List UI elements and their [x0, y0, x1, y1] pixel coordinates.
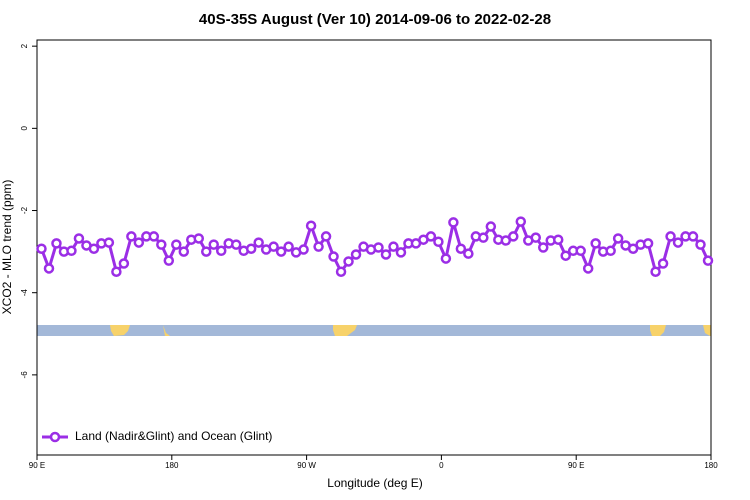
data-point: [500, 235, 512, 246]
data-point: [575, 245, 586, 257]
data-point: [245, 243, 257, 254]
data-point: [335, 266, 347, 277]
y-axis-label: XCO2 - MLO trend (ppm): [0, 180, 14, 315]
data-point: [193, 233, 205, 244]
data-point: [508, 231, 519, 242]
data-point: [657, 258, 669, 269]
y-tick-label: -6: [20, 371, 29, 379]
data-point: [51, 238, 62, 249]
data-point: [463, 248, 474, 259]
data-point: [103, 237, 115, 248]
x-tick-label: 180: [165, 461, 179, 470]
data-point: [448, 217, 459, 228]
data-point: [298, 244, 309, 255]
data-point: [156, 239, 167, 250]
data-point: [530, 232, 542, 243]
data-point: [118, 258, 130, 269]
data-point: [133, 237, 145, 248]
data-point: [66, 245, 77, 257]
data-point: [178, 246, 190, 257]
data-point: [515, 216, 527, 227]
data-point: [650, 266, 661, 277]
data-point: [425, 231, 437, 242]
data-point: [126, 231, 137, 242]
y-tick-label: -2: [20, 206, 29, 214]
x-tick-label: 90 E: [568, 461, 584, 470]
data-point: [605, 245, 616, 257]
data-point: [88, 243, 100, 254]
data-point: [665, 231, 676, 242]
data-point: [695, 239, 706, 250]
land-ocean-strip: [37, 325, 711, 336]
data-point: [672, 237, 684, 248]
data-point: [612, 233, 624, 244]
data-point: [702, 255, 714, 266]
legend-label: Land (Nadir&Glint) and Ocean (Glint): [75, 429, 272, 443]
data-point: [388, 241, 399, 252]
data-point: [590, 238, 601, 249]
data-point: [582, 263, 594, 274]
data-point: [200, 246, 212, 257]
data-point: [560, 250, 571, 261]
data-point: [253, 237, 264, 248]
x-tick-label: 90 W: [297, 461, 316, 470]
data-point: [380, 249, 392, 260]
data-point: [395, 247, 407, 258]
y-tick-label: -4: [20, 289, 29, 297]
y-tick-label: 2: [20, 43, 29, 48]
data-point: [275, 246, 287, 257]
data-point: [36, 243, 47, 254]
data-point: [171, 239, 182, 250]
data-point: [552, 234, 564, 245]
data-point: [537, 242, 549, 253]
data-point: [642, 238, 654, 249]
legend-marker: [49, 431, 61, 443]
data-point: [440, 253, 452, 264]
chart-title: 40S-35S August (Ver 10) 2014-09-06 to 20…: [199, 11, 551, 28]
data-point: [455, 243, 467, 254]
data-point: [313, 241, 324, 252]
data-point: [215, 245, 227, 257]
data-point: [433, 236, 444, 247]
x-axis-label: Longitude (deg E): [327, 476, 422, 490]
data-point: [343, 256, 354, 267]
data-point: [111, 266, 122, 277]
y-tick-label: 0: [20, 126, 29, 131]
data-point: [73, 233, 85, 244]
data-point: [163, 255, 175, 266]
x-tick-label: 180: [704, 461, 718, 470]
x-tick-label: 0: [439, 461, 444, 470]
data-point: [687, 231, 699, 242]
data-point: [230, 239, 242, 250]
data-point: [148, 231, 160, 242]
data-point: [43, 263, 55, 274]
data-point: [373, 242, 384, 253]
data-point: [328, 251, 339, 262]
data-point: [320, 231, 332, 242]
data-point: [350, 249, 362, 260]
data-point: [485, 221, 497, 232]
data-point: [305, 220, 317, 231]
x-tick-label: 90 E: [29, 461, 45, 470]
data-point: [478, 232, 489, 243]
data-point: [268, 241, 279, 252]
data-point: [627, 243, 639, 254]
data-point: [283, 241, 294, 252]
data-point: [208, 239, 219, 250]
